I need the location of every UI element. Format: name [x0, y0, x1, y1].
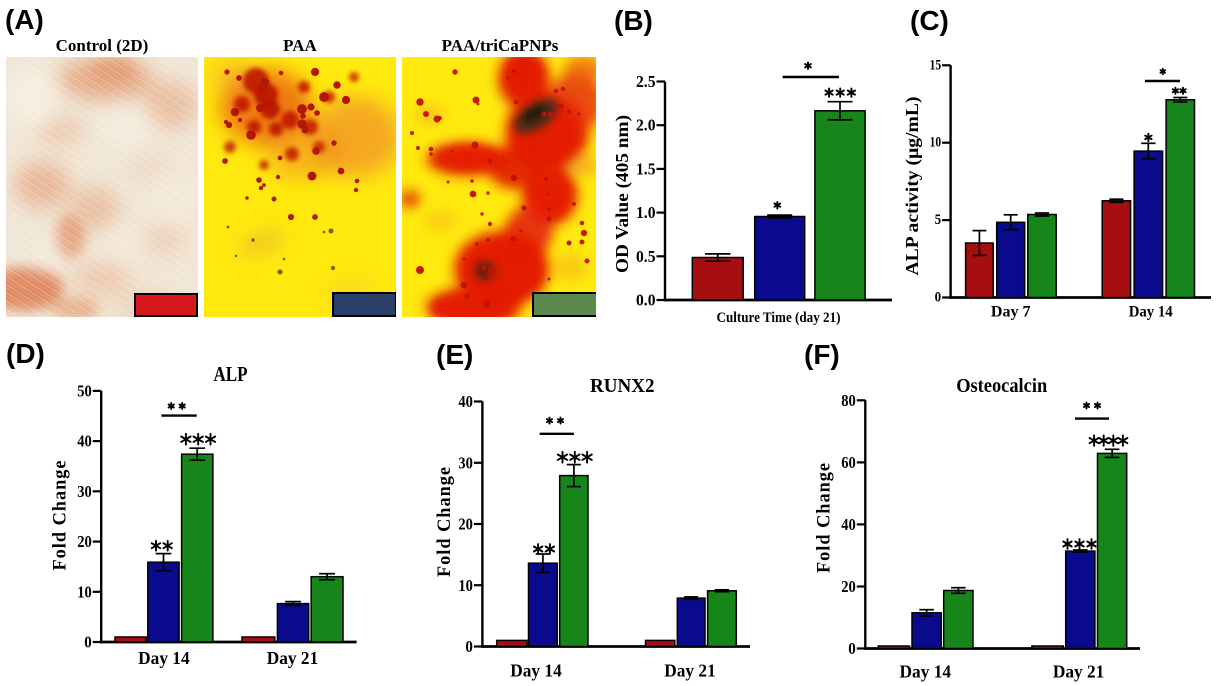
svg-text:Day 14: Day 14 [900, 662, 952, 682]
svg-text:Day 7: Day 7 [991, 304, 1031, 321]
svg-text:2.5: 2.5 [636, 72, 656, 91]
svg-text:20: 20 [841, 577, 856, 596]
svg-text:40: 40 [458, 392, 473, 411]
svg-text:Day 21: Day 21 [267, 648, 319, 668]
svg-text:15: 15 [930, 57, 942, 73]
svg-text:80: 80 [841, 391, 856, 410]
svg-text:ALP: ALP [214, 362, 248, 386]
svg-text:RUNX2: RUNX2 [590, 375, 655, 397]
svg-text:Fold Change: Fold Change [51, 460, 71, 571]
svg-text:30: 30 [458, 453, 473, 472]
svg-text:20: 20 [458, 515, 473, 534]
svg-text:0: 0 [84, 633, 92, 652]
svg-text:2.0: 2.0 [636, 116, 656, 135]
svg-text:Fold Change: Fold Change [435, 466, 455, 577]
svg-text:40: 40 [841, 515, 856, 534]
svg-text:0: 0 [848, 639, 856, 658]
svg-text:60: 60 [841, 453, 856, 472]
svg-text:0.0: 0.0 [636, 291, 656, 310]
svg-text:10: 10 [930, 135, 942, 151]
svg-text:Osteocalcin: Osteocalcin [956, 375, 1047, 397]
svg-text:OD Value (405 nm): OD Value (405 nm) [612, 115, 632, 273]
svg-text:Day 21: Day 21 [664, 661, 716, 681]
svg-text:50: 50 [77, 381, 92, 400]
svg-text:0: 0 [935, 290, 942, 306]
svg-text:Culture Time (day 21): Culture Time (day 21) [717, 310, 841, 326]
svg-text:10: 10 [77, 582, 92, 601]
svg-text:30: 30 [77, 482, 92, 501]
svg-text:20: 20 [77, 532, 92, 551]
svg-text:Day 14: Day 14 [138, 648, 190, 668]
svg-text:Day 14: Day 14 [510, 661, 562, 681]
svg-text:ALP activity (µg/mL): ALP activity (µg/mL) [902, 96, 922, 275]
svg-text:1.5: 1.5 [636, 159, 656, 178]
svg-text:0: 0 [465, 637, 473, 656]
svg-text:Day 14: Day 14 [1129, 304, 1173, 321]
svg-text:40: 40 [77, 432, 92, 451]
svg-text:Day 21: Day 21 [1053, 662, 1105, 682]
svg-text:0.5: 0.5 [636, 247, 656, 266]
svg-text:5: 5 [935, 212, 942, 228]
svg-text:1.0: 1.0 [636, 203, 656, 222]
svg-text:Fold Change: Fold Change [815, 462, 835, 573]
svg-text:10: 10 [458, 576, 473, 595]
